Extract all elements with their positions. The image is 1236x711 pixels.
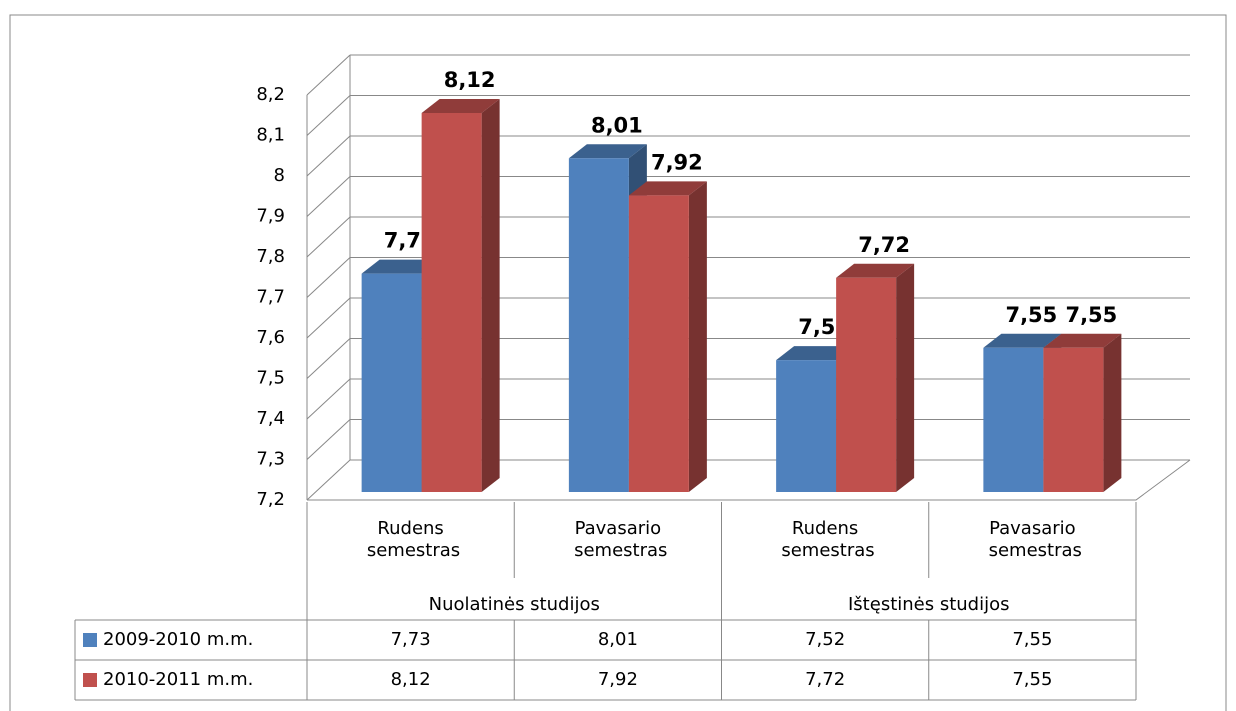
grid-line xyxy=(306,338,351,379)
x-tick-label: Pavasario semestras xyxy=(568,518,667,561)
table-cell: 7,73 xyxy=(391,629,431,650)
data-label: 7,55 xyxy=(1065,303,1117,327)
bar-face xyxy=(1043,333,1122,348)
table-cell: 7,55 xyxy=(1012,669,1052,690)
y-tick-label: 7,8 xyxy=(256,246,285,267)
table-cell: 8,12 xyxy=(391,669,431,690)
grid-line xyxy=(306,176,351,217)
legend-label: 2009-2010 m.m. xyxy=(103,629,253,650)
grid-line xyxy=(306,419,351,460)
table-cell: 7,72 xyxy=(805,669,845,690)
legend-swatch xyxy=(83,633,97,647)
y-tick-label: 7,6 xyxy=(256,327,285,348)
x-tick-label: Pavasario semestras xyxy=(983,518,1082,561)
bar xyxy=(836,263,915,492)
bar-face xyxy=(688,181,707,493)
y-tick-label: 8,1 xyxy=(256,125,285,146)
bar-face xyxy=(421,98,500,113)
data-label: 8,12 xyxy=(444,68,496,92)
table-cell: 7,55 xyxy=(1012,629,1052,650)
bar-face xyxy=(1103,333,1122,492)
table-cell: 8,01 xyxy=(598,629,638,650)
floor xyxy=(307,459,1191,501)
grid-line xyxy=(306,378,351,420)
grid-line xyxy=(306,216,351,258)
bar-face xyxy=(776,346,855,361)
group-label: Nuolatinės studijos xyxy=(429,594,600,615)
bar-face xyxy=(568,158,629,492)
grid-line xyxy=(306,459,351,501)
bar-face xyxy=(628,195,689,493)
bar-face xyxy=(1043,347,1104,492)
legend-label: 2010-2011 m.m. xyxy=(103,669,253,690)
bar-face xyxy=(361,273,422,492)
y-tick-label: 7,4 xyxy=(256,408,285,429)
bar-face xyxy=(983,333,1062,348)
table-cell: 7,92 xyxy=(598,669,638,690)
bar-face xyxy=(568,144,647,159)
bar-face xyxy=(836,277,897,492)
group-label: Ištęstinės studijos xyxy=(848,594,1010,615)
bar xyxy=(421,98,500,493)
bar-face xyxy=(481,98,500,493)
data-label: 7,72 xyxy=(858,233,910,257)
grid-line xyxy=(306,54,351,96)
y-tick-label: 8 xyxy=(274,165,285,186)
data-label: 7,92 xyxy=(651,150,703,174)
bar xyxy=(628,181,707,493)
data-label: 7,55 xyxy=(1005,303,1057,327)
y-tick-label: 8,2 xyxy=(256,84,285,105)
y-tick-label: 7,2 xyxy=(256,489,285,510)
bar-face xyxy=(983,347,1044,492)
grid-line xyxy=(306,95,351,136)
y-tick-label: 7,5 xyxy=(256,368,285,389)
bar-face xyxy=(776,360,837,492)
x-tick-label: Rudens semestras xyxy=(361,518,460,561)
grid-line xyxy=(306,257,351,298)
y-tick-label: 7,9 xyxy=(256,206,285,227)
bar-face xyxy=(361,259,440,274)
y-tick-label: 7,3 xyxy=(256,449,285,470)
legend-swatch xyxy=(83,673,97,687)
grid-line xyxy=(306,135,351,177)
bar xyxy=(1043,333,1122,492)
bar-face xyxy=(836,263,915,278)
bar-face xyxy=(421,112,482,493)
bar-face xyxy=(628,181,707,196)
grid-line xyxy=(306,297,351,339)
x-tick-label: Rudens semestras xyxy=(776,518,875,561)
bar-face xyxy=(896,263,915,492)
y-tick-label: 7,7 xyxy=(256,287,285,308)
table-cell: 7,52 xyxy=(805,629,845,650)
data-label: 8,01 xyxy=(591,113,643,137)
